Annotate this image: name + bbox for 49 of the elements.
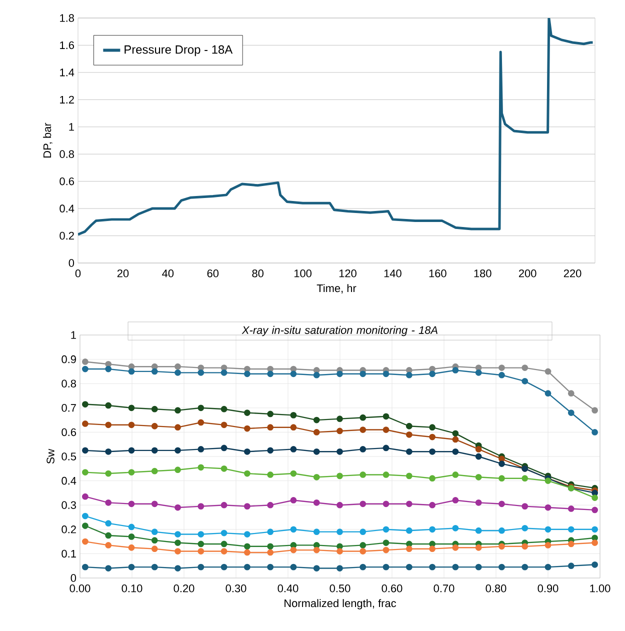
y-tick-label: 0.6 (60, 177, 74, 186)
y-tick-label: 0.9 (62, 355, 76, 364)
x-tick-label: 0.40 (278, 584, 298, 592)
x-tick-label: 80 (252, 270, 264, 278)
x-tick-label: 0.70 (434, 584, 454, 592)
x-tick-label: 160 (429, 270, 446, 278)
x-tick-label: 180 (474, 270, 492, 278)
y-tick-label: 0 (70, 574, 76, 582)
y-tick-label: 1.6 (60, 41, 74, 50)
x-tick-label: 0.20 (174, 584, 194, 592)
legend-label: Pressure Drop - 18A (124, 45, 233, 56)
y-tick-label: 0.2 (62, 526, 76, 534)
y-tick-label: 0.2 (60, 232, 74, 240)
y-tick-label: 1 (69, 123, 74, 131)
y-tick-label: 0.4 (60, 204, 74, 212)
y-tick-label: 0 (68, 259, 74, 267)
x-tick-label: 0.80 (486, 584, 506, 592)
y-tick-label: 0.5 (62, 452, 76, 460)
chart-title: X-ray in-situ saturation monitoring - 18A (242, 326, 438, 336)
y-axis-title: DP, bar (43, 122, 52, 158)
x-tick-label: 120 (339, 270, 356, 278)
x-tick-label: 40 (162, 270, 174, 278)
y-tick-label: 1 (71, 331, 76, 339)
y-tick-label: 0.4 (62, 476, 76, 485)
y-tick-label: 0.6 (62, 428, 76, 436)
x-tick-label: 0.10 (122, 584, 142, 592)
x-tick-label: 1.00 (590, 584, 610, 592)
x-axis-title: Normalized length, frac (284, 599, 396, 610)
x-tick-label: 20 (117, 270, 129, 278)
x-tick-label: 140 (384, 270, 402, 278)
y-tick-label: 1.2 (60, 96, 74, 104)
y-tick-label: 0.8 (60, 150, 74, 158)
x-tick-label: 100 (294, 270, 312, 278)
x-tick-label: 220 (564, 270, 582, 278)
x-tick-label: 200 (518, 270, 536, 278)
y-tick-label: 1.4 (60, 68, 74, 76)
x-tick-label: 0.50 (330, 584, 350, 592)
y-tick-label: 0.7 (62, 404, 76, 412)
x-axis-title: Time, hr (316, 284, 356, 294)
x-tick-label: 0.30 (226, 584, 246, 592)
y-tick-label: 0.3 (62, 501, 76, 509)
y-tick-label: 1.8 (60, 14, 74, 22)
y-tick-label: 0.8 (62, 380, 76, 388)
y-tick-label: 0.1 (62, 550, 76, 558)
y-axis-title: Sw (46, 448, 54, 464)
x-tick-label: 0.60 (382, 584, 402, 592)
x-tick-label: 0.00 (70, 584, 90, 592)
x-tick-label: 0.90 (538, 584, 558, 592)
x-tick-label: 60 (207, 270, 219, 278)
